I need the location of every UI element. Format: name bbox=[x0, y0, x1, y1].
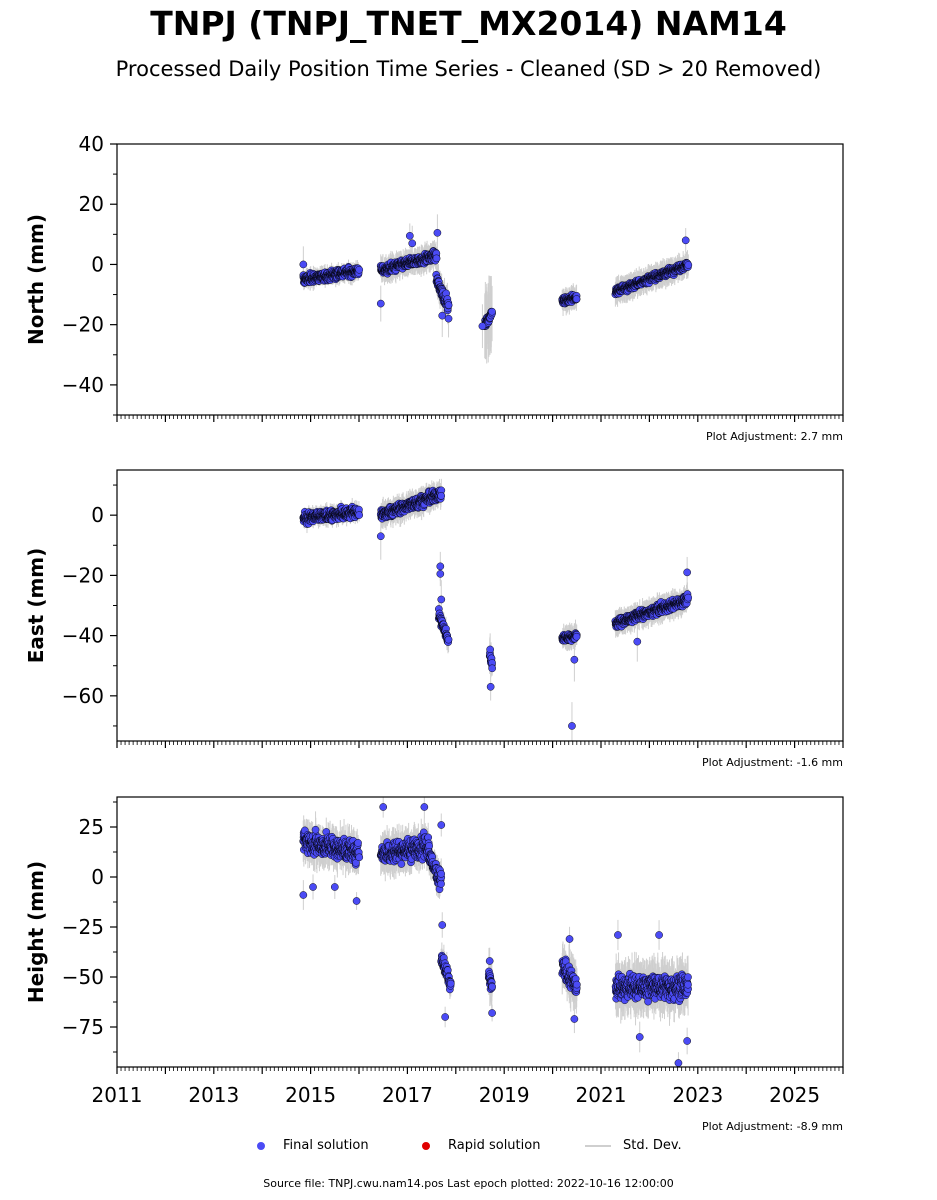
data-point bbox=[444, 635, 453, 644]
panel-1: −40 −20 0 20 40 North (mm) Plot Adjustment: 2.… bbox=[24, 132, 844, 443]
panel-data bbox=[299, 214, 693, 364]
data-point bbox=[355, 511, 364, 519]
y-axis-label: North (mm) bbox=[24, 214, 48, 345]
data-point bbox=[436, 570, 445, 578]
data-point bbox=[486, 682, 495, 691]
plot-adjustment-label: Plot Adjustment: 2.7 mm bbox=[706, 430, 843, 443]
data-point bbox=[570, 655, 579, 664]
y-tick-label: 40 bbox=[79, 132, 104, 156]
data-point bbox=[681, 236, 690, 245]
data-point bbox=[683, 568, 691, 577]
y-tick-label: 0 bbox=[91, 503, 104, 527]
data-point bbox=[488, 307, 496, 316]
plot-frame bbox=[116, 143, 844, 416]
data-point bbox=[572, 295, 581, 303]
data-point bbox=[478, 322, 487, 330]
y-tick-label: −20 bbox=[62, 313, 104, 337]
y-tick-label: −40 bbox=[62, 373, 104, 397]
data-point bbox=[405, 232, 414, 240]
y-tick-label: 0 bbox=[91, 252, 104, 276]
data-point bbox=[572, 632, 581, 641]
data-point bbox=[436, 562, 445, 571]
data-point bbox=[376, 299, 385, 308]
y-tick-label: −40 bbox=[62, 624, 104, 648]
data-point bbox=[486, 645, 494, 654]
data-point bbox=[444, 301, 453, 309]
panel-data bbox=[299, 478, 693, 741]
data-point bbox=[437, 492, 445, 500]
plot-frame bbox=[116, 469, 844, 742]
data-point bbox=[684, 593, 693, 602]
data-point bbox=[684, 261, 693, 269]
data-point bbox=[444, 314, 453, 323]
data-point bbox=[299, 260, 308, 269]
data-point bbox=[432, 254, 441, 263]
data-point bbox=[437, 595, 446, 604]
y-tick-label: −60 bbox=[62, 684, 104, 708]
final-solution-points bbox=[299, 486, 693, 730]
y-tick-label: −20 bbox=[62, 563, 104, 587]
data-point bbox=[408, 239, 417, 248]
final-solution-points bbox=[299, 229, 693, 331]
chart-title: TNPJ (TNPJ_TNET_MX2014) NAM14 bbox=[150, 4, 787, 43]
data-point bbox=[488, 664, 496, 673]
data-point bbox=[633, 637, 642, 646]
data-point bbox=[568, 722, 576, 730]
y-tick-label: 20 bbox=[79, 192, 104, 216]
data-point bbox=[433, 229, 442, 237]
data-point bbox=[438, 311, 447, 320]
data-point bbox=[355, 265, 364, 274]
chart-subtitle: Processed Daily Position Time Series - C… bbox=[115, 57, 822, 81]
data-point bbox=[376, 532, 385, 541]
